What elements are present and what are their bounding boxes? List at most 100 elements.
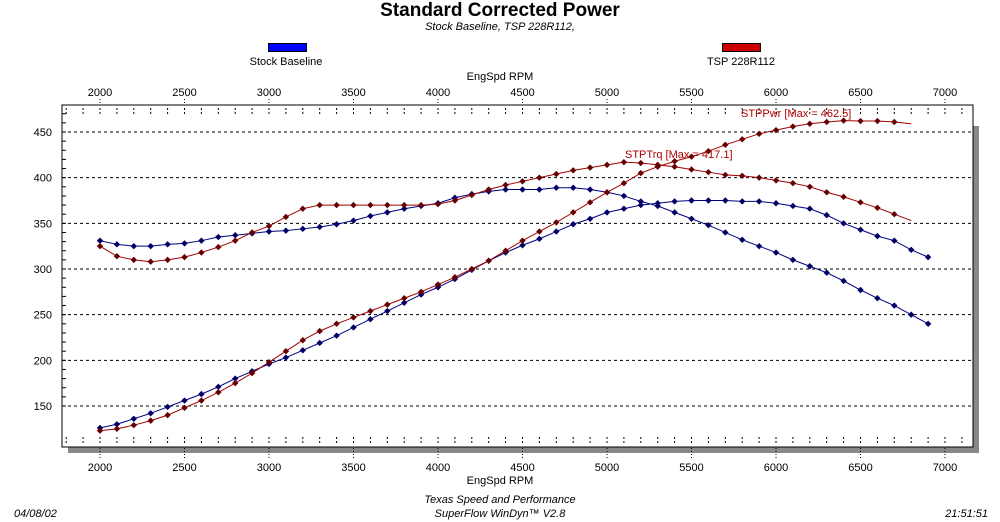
data-point [637,201,644,209]
data-point [519,237,526,244]
data-point [113,241,121,248]
x-tick-label-bottom-6500: 6500 [848,462,872,474]
data-point [924,253,932,261]
data-point [248,229,256,236]
data-point [265,228,273,235]
data-point [367,316,374,323]
data-point [823,269,830,276]
data-point [502,181,509,189]
data-point [553,184,560,191]
data-point [840,193,847,201]
data-point [671,158,678,165]
data-point [570,209,577,216]
data-point [722,229,729,236]
data-point [282,213,290,221]
x-tick-label-top-5000: 5000 [595,87,619,99]
data-point [924,320,932,327]
data-point [316,201,323,209]
data-point [789,256,797,264]
x-tick-label-top-3500: 3500 [341,87,365,99]
data-point [367,201,374,209]
data-point [806,263,813,270]
data-point [299,347,306,354]
y-tick-label-450: 450 [34,127,52,139]
x-tick-label-bottom-6000: 6000 [764,462,788,474]
y-tick-label-200: 200 [34,355,52,367]
data-point [434,281,442,288]
data-point [198,390,205,398]
footer-company: Texas Speed and Performance [424,494,576,506]
data-point [688,153,695,160]
data-point [401,299,408,306]
x-tick-label-top-2500: 2500 [172,87,196,99]
data-point [789,123,797,130]
x-tick-label-bottom-3500: 3500 [341,462,365,474]
data-point [265,222,273,230]
chart-subtitle: Stock Baseline, TSP 228R112, [425,21,575,33]
data-point [857,286,864,294]
data-point [654,200,661,207]
data-point [164,411,171,419]
data-point [215,383,222,391]
data-point [637,169,644,177]
data-point [164,403,171,411]
data-point [181,253,188,261]
data-point [671,209,678,216]
data-point [215,233,222,241]
data-point [333,320,340,327]
data-point [806,120,813,127]
data-point [553,170,560,178]
x-tick-label-top-2000: 2000 [88,87,112,99]
data-point [603,189,611,196]
data-point [401,295,408,302]
data-point [434,200,442,208]
data-point [891,211,898,218]
data-point [519,242,526,249]
data-point [316,327,323,335]
data-point [772,200,780,207]
x-tick-label-bottom-4500: 4500 [510,462,534,474]
x-tick-label-bottom-7000: 7000 [933,462,957,474]
data-point [688,166,695,173]
data-point [147,242,154,250]
data-point [874,204,881,212]
y-tick-label-300: 300 [34,264,52,276]
data-point [755,198,763,205]
data-point [705,197,712,204]
x-tick-label-bottom-5500: 5500 [679,462,703,474]
data-point [384,301,391,308]
data-point [299,225,306,233]
x-tick-label-top-3000: 3000 [257,87,281,99]
data-point [586,164,594,171]
data-point [333,332,340,339]
data-point [891,302,898,309]
x-tick-label-top-4500: 4500 [510,87,534,99]
data-point [232,232,239,239]
data-point [417,288,425,296]
data-point [130,421,137,429]
data-point [215,389,222,396]
data-point [755,174,763,181]
data-point [232,237,239,244]
chart-title: Standard Corrected Power [380,0,620,21]
data-point [603,161,611,169]
annotation-stppwr-max: STPPwr [Max = 462.5] [741,108,851,120]
x-tick-label-bottom-4000: 4000 [426,462,450,474]
data-point [468,265,475,273]
data-point [519,178,526,185]
data-point [96,237,104,244]
data-point [789,179,797,187]
data-point [198,237,205,244]
data-point [739,136,746,143]
data-point [113,421,121,428]
data-point [586,199,594,206]
data-point [96,427,104,434]
series-line-stppwr-stock [99,200,929,429]
data-point [840,277,847,285]
data-point [553,228,560,235]
data-point [282,227,290,234]
data-point [840,117,847,124]
data-point [570,184,577,191]
y-tick-label-250: 250 [34,310,52,322]
x-tick-label-bottom-2500: 2500 [172,462,196,474]
